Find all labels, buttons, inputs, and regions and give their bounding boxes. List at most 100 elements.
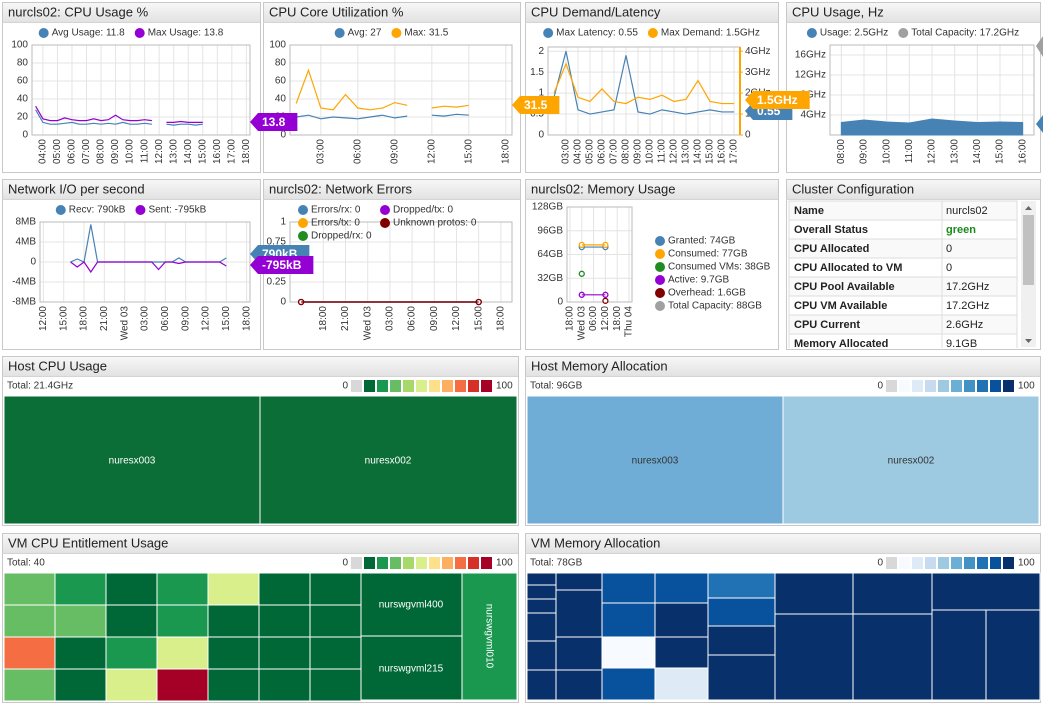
- legend: Max Latency: 0.55 Max Demand: 1.5GHz: [543, 28, 760, 39]
- x-tick-label: 04:00: [573, 139, 584, 164]
- row-value: 17.2GHz: [946, 300, 989, 312]
- treemap-tile: [3, 395, 261, 525]
- panel-title: CPU Usage, Hz: [792, 4, 884, 19]
- tile-label: nuresx003: [632, 456, 679, 467]
- y-tick-label: 0: [30, 257, 36, 268]
- panel-header: [526, 180, 778, 199]
- line: [553, 62, 734, 105]
- legend-label: Total Capacity: 17.2GHz: [911, 28, 1019, 39]
- legend-swatch: [655, 236, 665, 246]
- x-tick-label: 09:00: [180, 306, 191, 331]
- panel-header: [3, 180, 260, 199]
- legend-swatch: [655, 262, 665, 272]
- scale-swatch: [455, 557, 466, 569]
- row-label: Overall Status: [794, 224, 868, 236]
- x-tick-label: 21:00: [99, 306, 110, 331]
- treemap-tile: [654, 667, 709, 701]
- y-tick-label: 8GHz: [800, 90, 826, 101]
- legend: Usage: 2.5GHz Total Capacity: 17.2GHz: [806, 28, 1019, 39]
- row-value: 17.2GHz: [946, 281, 989, 293]
- y-tick-label: 0: [557, 297, 563, 308]
- panel-header: [264, 180, 520, 199]
- row-value: 0: [946, 262, 952, 274]
- treemap-tile: [258, 604, 311, 638]
- panel-title: Host CPU Usage: [8, 358, 107, 373]
- y-tick-label: 0: [538, 130, 544, 141]
- panel-header: [526, 534, 1040, 553]
- scale-max: 100: [496, 381, 513, 392]
- panel-header: [526, 3, 778, 22]
- tile-label: nuresx002: [888, 456, 935, 467]
- y-tick-label: 96GB: [537, 225, 563, 236]
- badge-label: 31.5: [524, 98, 548, 112]
- x-tick-label: 15:00: [221, 306, 232, 331]
- x-tick-label: 06:00: [597, 139, 608, 164]
- line: [295, 68, 408, 111]
- treemap-tile: [774, 572, 854, 615]
- value-badge: [250, 113, 298, 131]
- plot-border: [566, 206, 633, 303]
- x-tick-label: 12:00: [600, 306, 611, 331]
- y2-tick-label: 4GHz: [745, 46, 771, 57]
- line: [431, 104, 469, 109]
- scale-swatch: [351, 557, 362, 569]
- x-tick-label: 09:00: [633, 139, 644, 164]
- scale-swatch: [899, 557, 910, 569]
- x-tick-label: 03:00: [385, 306, 396, 331]
- treemap-tile: [601, 667, 656, 701]
- treemap-tile: [54, 572, 107, 606]
- total-label: Total: 78GB: [530, 558, 583, 569]
- scale-swatch: [912, 557, 923, 569]
- treemap-tile: [54, 668, 107, 702]
- point-marker: [578, 270, 585, 277]
- x-tick-label: 06:00: [407, 306, 418, 331]
- legend-swatch: [380, 218, 390, 228]
- x-tick-label: 18:00: [565, 306, 576, 331]
- treemap-tile: [258, 636, 311, 670]
- legend: Avg: 27 Max: 31.5: [334, 28, 449, 39]
- legend-swatch: [298, 218, 308, 228]
- legend-label: Overhead: 1.6GB: [668, 288, 746, 299]
- treemap-tile: [3, 636, 56, 670]
- scale-min: 0: [877, 381, 883, 392]
- x-tick-label: 16:00: [212, 139, 223, 164]
- line: [35, 105, 152, 122]
- scroll-down: [1025, 339, 1032, 343]
- edge-tab: [1036, 36, 1043, 57]
- x-tick-label: 10:00: [881, 139, 892, 164]
- x-tick-label: 05:00: [52, 139, 63, 164]
- treemap-tile: [654, 602, 709, 638]
- y-tick-label: 128GB: [532, 202, 563, 213]
- scale-max: 100: [496, 558, 513, 569]
- treemap-tile: [526, 598, 557, 614]
- panel-header: [264, 3, 520, 22]
- x-tick-label: 11:00: [904, 139, 915, 164]
- scale-swatch: [442, 380, 453, 392]
- scale-swatch: [990, 380, 1001, 392]
- legend-swatch: [134, 28, 145, 38]
- treemap-tile: [931, 572, 1041, 611]
- treemap-tile: [309, 572, 362, 606]
- row-label: CPU Current: [794, 319, 860, 331]
- scale-swatch: [925, 557, 936, 569]
- total-label: Total: 40: [7, 558, 45, 569]
- scale-swatch: [977, 557, 988, 569]
- treemap-tile: [207, 636, 260, 670]
- treemap-tile: [360, 572, 463, 637]
- scale-swatch: [925, 380, 936, 392]
- scale-swatch: [990, 557, 1001, 569]
- panel-title: CPU Core Utilization %: [269, 4, 404, 19]
- legend-label: Max Demand: 1.5GHz: [661, 28, 760, 39]
- x-tick-label: 18:00: [318, 306, 329, 331]
- row-value: 9.1GB: [946, 338, 977, 350]
- x-tick-label: 03:00: [561, 139, 572, 164]
- x-tick-label: 11:00: [657, 139, 668, 164]
- treemap-tile: [54, 604, 107, 638]
- x-tick-label: 10:00: [645, 139, 656, 164]
- x-tick-label: 12:00: [451, 306, 462, 331]
- scale-swatch: [938, 380, 949, 392]
- badge-label: 13.8: [262, 115, 286, 129]
- treemap-tile: [654, 572, 709, 604]
- row-value: nurcls02: [946, 205, 988, 217]
